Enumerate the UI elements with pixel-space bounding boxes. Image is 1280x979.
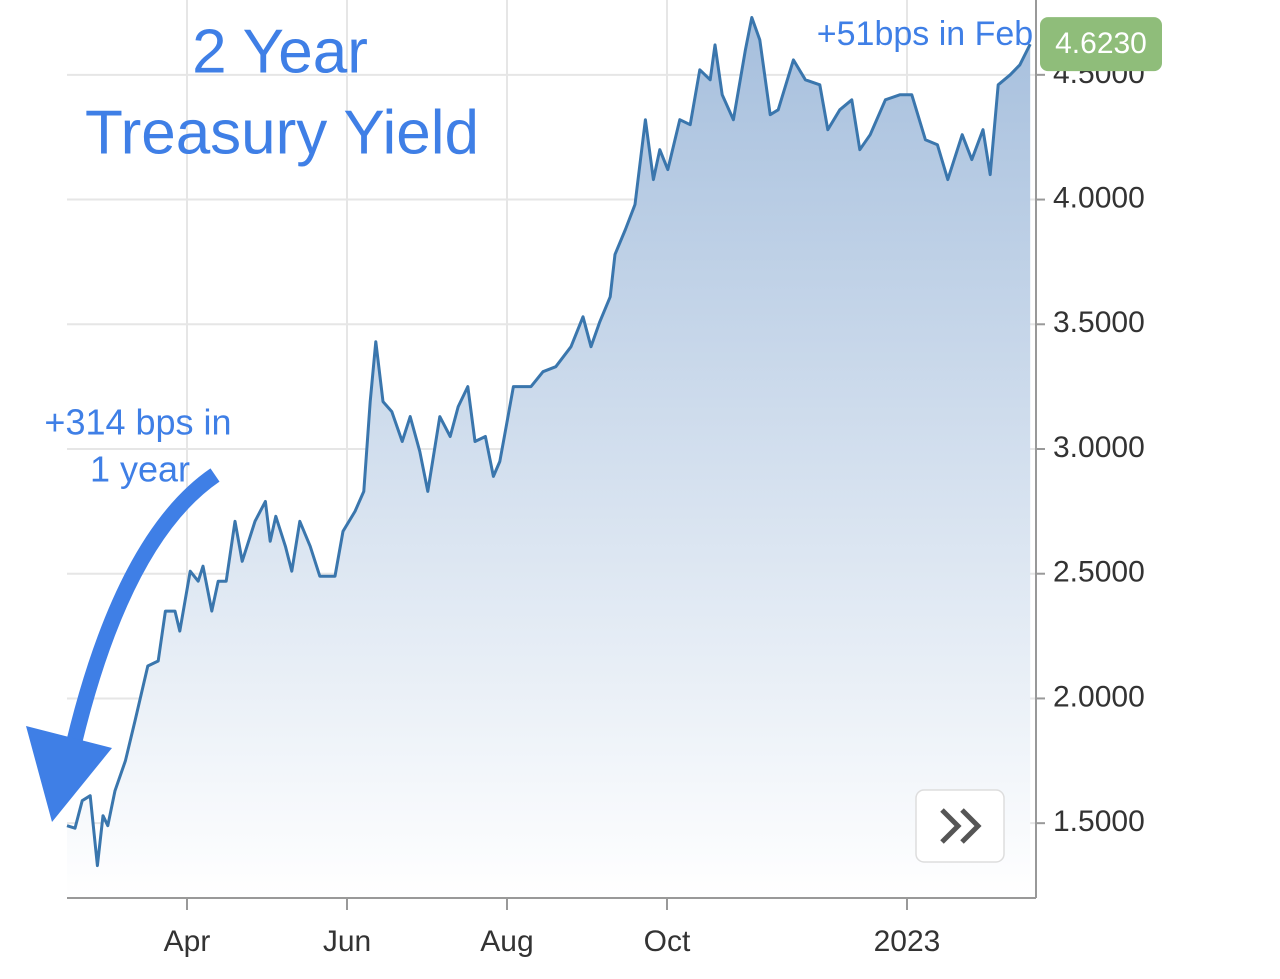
last-value-badge: 4.6230: [1040, 17, 1162, 72]
x-tick-label: Aug: [480, 925, 533, 958]
value-label: 4.6230: [1055, 27, 1147, 60]
annotation-arrowhead: [26, 726, 112, 822]
x-tick-label: Jun: [323, 925, 371, 958]
x-tick-label: Oct: [644, 925, 691, 958]
plot-area: [66, 16, 1032, 898]
annotation-arrow: [62, 468, 220, 762]
y-tick-label: 2.0000: [1053, 680, 1145, 713]
y-tick-label: 2.5000: [1053, 556, 1145, 589]
area: [67, 17, 1031, 898]
annotation: +314 bps in: [44, 402, 231, 443]
annotation: +51bps in Feb: [817, 15, 1033, 53]
button-icon: [940, 808, 982, 844]
y-tick-label: 3.0000: [1053, 431, 1145, 464]
value-badge: [1040, 17, 1162, 72]
y-tick-label: 3.5000: [1053, 306, 1145, 339]
annotation: 1 year: [90, 449, 190, 490]
x-tick-label: 2023: [874, 925, 941, 958]
title-line: 2 Year: [192, 17, 368, 86]
y-tick-label: 4.0000: [1053, 181, 1145, 214]
x-tick-label: Apr: [164, 925, 211, 958]
line: [66, 16, 1032, 868]
ticks: 1.50002.00002.50003.00003.50004.00004.50…: [164, 57, 1145, 958]
scroll-button[interactable]: [915, 789, 1005, 863]
title-line: Treasury Yield: [85, 98, 479, 167]
y-tick-label: 1.5000: [1053, 805, 1145, 838]
